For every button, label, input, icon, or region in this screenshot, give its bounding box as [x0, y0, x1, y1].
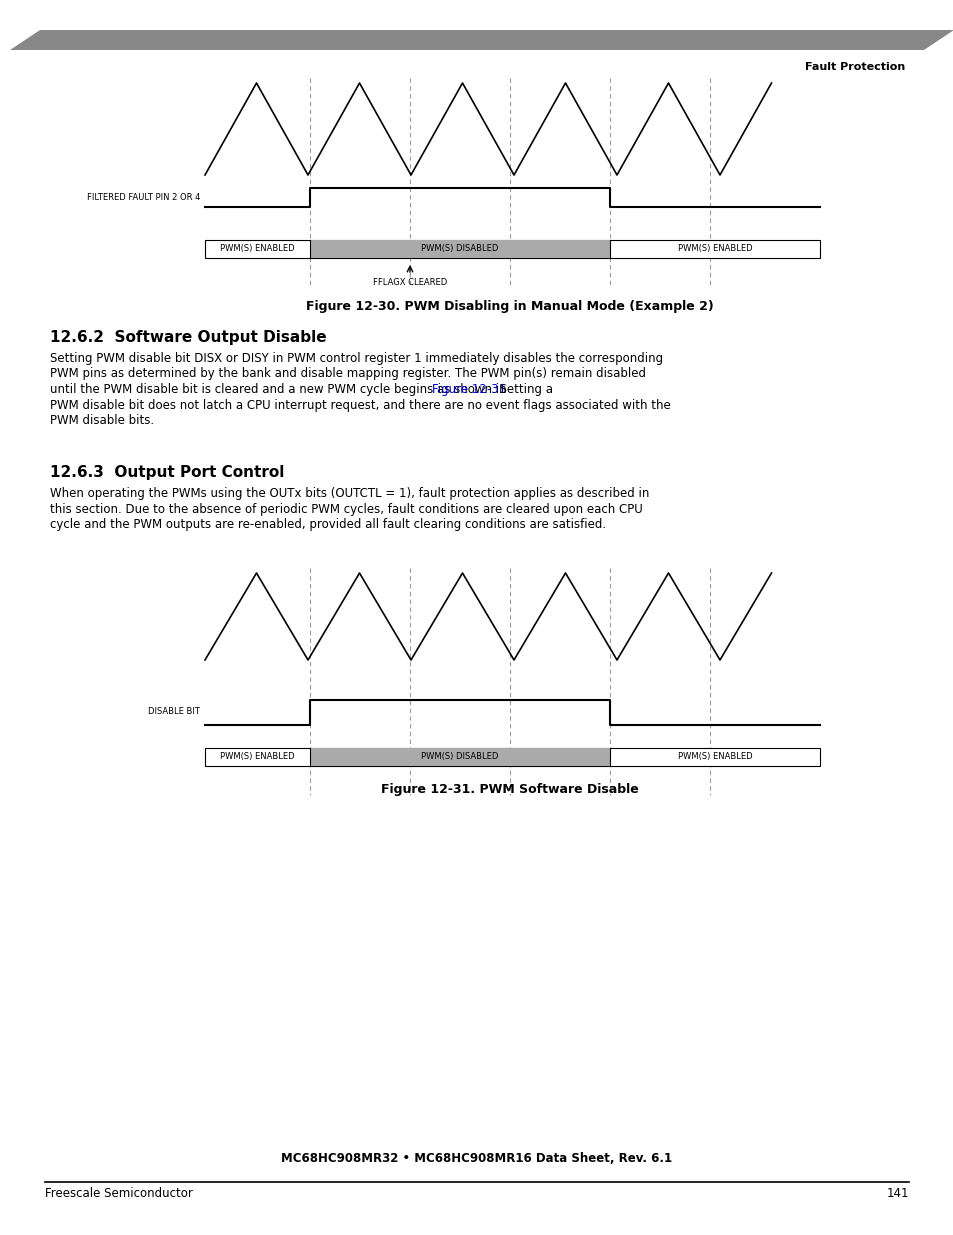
Text: 141: 141	[885, 1187, 908, 1200]
Text: Freescale Semiconductor: Freescale Semiconductor	[45, 1187, 193, 1200]
Text: this section. Due to the absence of periodic PWM cycles, fault conditions are cl: this section. Due to the absence of peri…	[50, 503, 642, 515]
Text: PWM pins as determined by the bank and disable mapping register. The PWM pin(s) : PWM pins as determined by the bank and d…	[50, 368, 645, 380]
Text: PWM(S) ENABLED: PWM(S) ENABLED	[220, 245, 294, 253]
Text: Setting PWM disable bit DISX or DISY in PWM control register 1 immediately disab: Setting PWM disable bit DISX or DISY in …	[50, 352, 662, 366]
Text: PWM(S) ENABLED: PWM(S) ENABLED	[677, 752, 752, 762]
Bar	[205, 240, 820, 258]
Bar	[310, 240, 609, 258]
Text: DISABLE BIT: DISABLE BIT	[148, 708, 200, 716]
Text: PWM(S) DISABLED: PWM(S) DISABLED	[421, 752, 498, 762]
Text: PWM(S) DISABLED: PWM(S) DISABLED	[421, 245, 498, 253]
Text: . Setting a: . Setting a	[491, 383, 552, 396]
Text: FFLAGX CLEARED: FFLAGX CLEARED	[373, 278, 447, 287]
Text: PWM(S) ENABLED: PWM(S) ENABLED	[677, 245, 752, 253]
Text: Figure 12-30. PWM Disabling in Manual Mode (Example 2): Figure 12-30. PWM Disabling in Manual Mo…	[306, 300, 713, 312]
Text: PWM(S) ENABLED: PWM(S) ENABLED	[220, 752, 294, 762]
Text: Figure 12-31. PWM Software Disable: Figure 12-31. PWM Software Disable	[381, 783, 639, 797]
Text: 12.6.3  Output Port Control: 12.6.3 Output Port Control	[50, 466, 284, 480]
Text: MC68HC908MR32 • MC68HC908MR16 Data Sheet, Rev. 6.1: MC68HC908MR32 • MC68HC908MR16 Data Sheet…	[281, 1152, 672, 1165]
Text: until the PWM disable bit is cleared and a new PWM cycle begins as shown in: until the PWM disable bit is cleared and…	[50, 383, 510, 396]
Text: cycle and the PWM outputs are re-enabled, provided all fault clearing conditions: cycle and the PWM outputs are re-enabled…	[50, 517, 605, 531]
Text: FILTERED FAULT PIN 2 OR 4: FILTERED FAULT PIN 2 OR 4	[87, 194, 200, 203]
Text: Figure 12-31: Figure 12-31	[431, 383, 505, 396]
Text: Fault Protection: Fault Protection	[804, 62, 904, 72]
Text: When operating the PWMs using the OUTx bits (OUTCTL = 1), fault protection appli: When operating the PWMs using the OUTx b…	[50, 487, 649, 500]
Bar	[205, 748, 820, 766]
Text: PWM disable bits.: PWM disable bits.	[50, 414, 154, 427]
Text: PWM disable bit does not latch a CPU interrupt request, and there are no event f: PWM disable bit does not latch a CPU int…	[50, 399, 670, 411]
Text: 12.6.2  Software Output Disable: 12.6.2 Software Output Disable	[50, 330, 326, 345]
Polygon shape	[10, 30, 953, 49]
Bar	[310, 748, 609, 766]
